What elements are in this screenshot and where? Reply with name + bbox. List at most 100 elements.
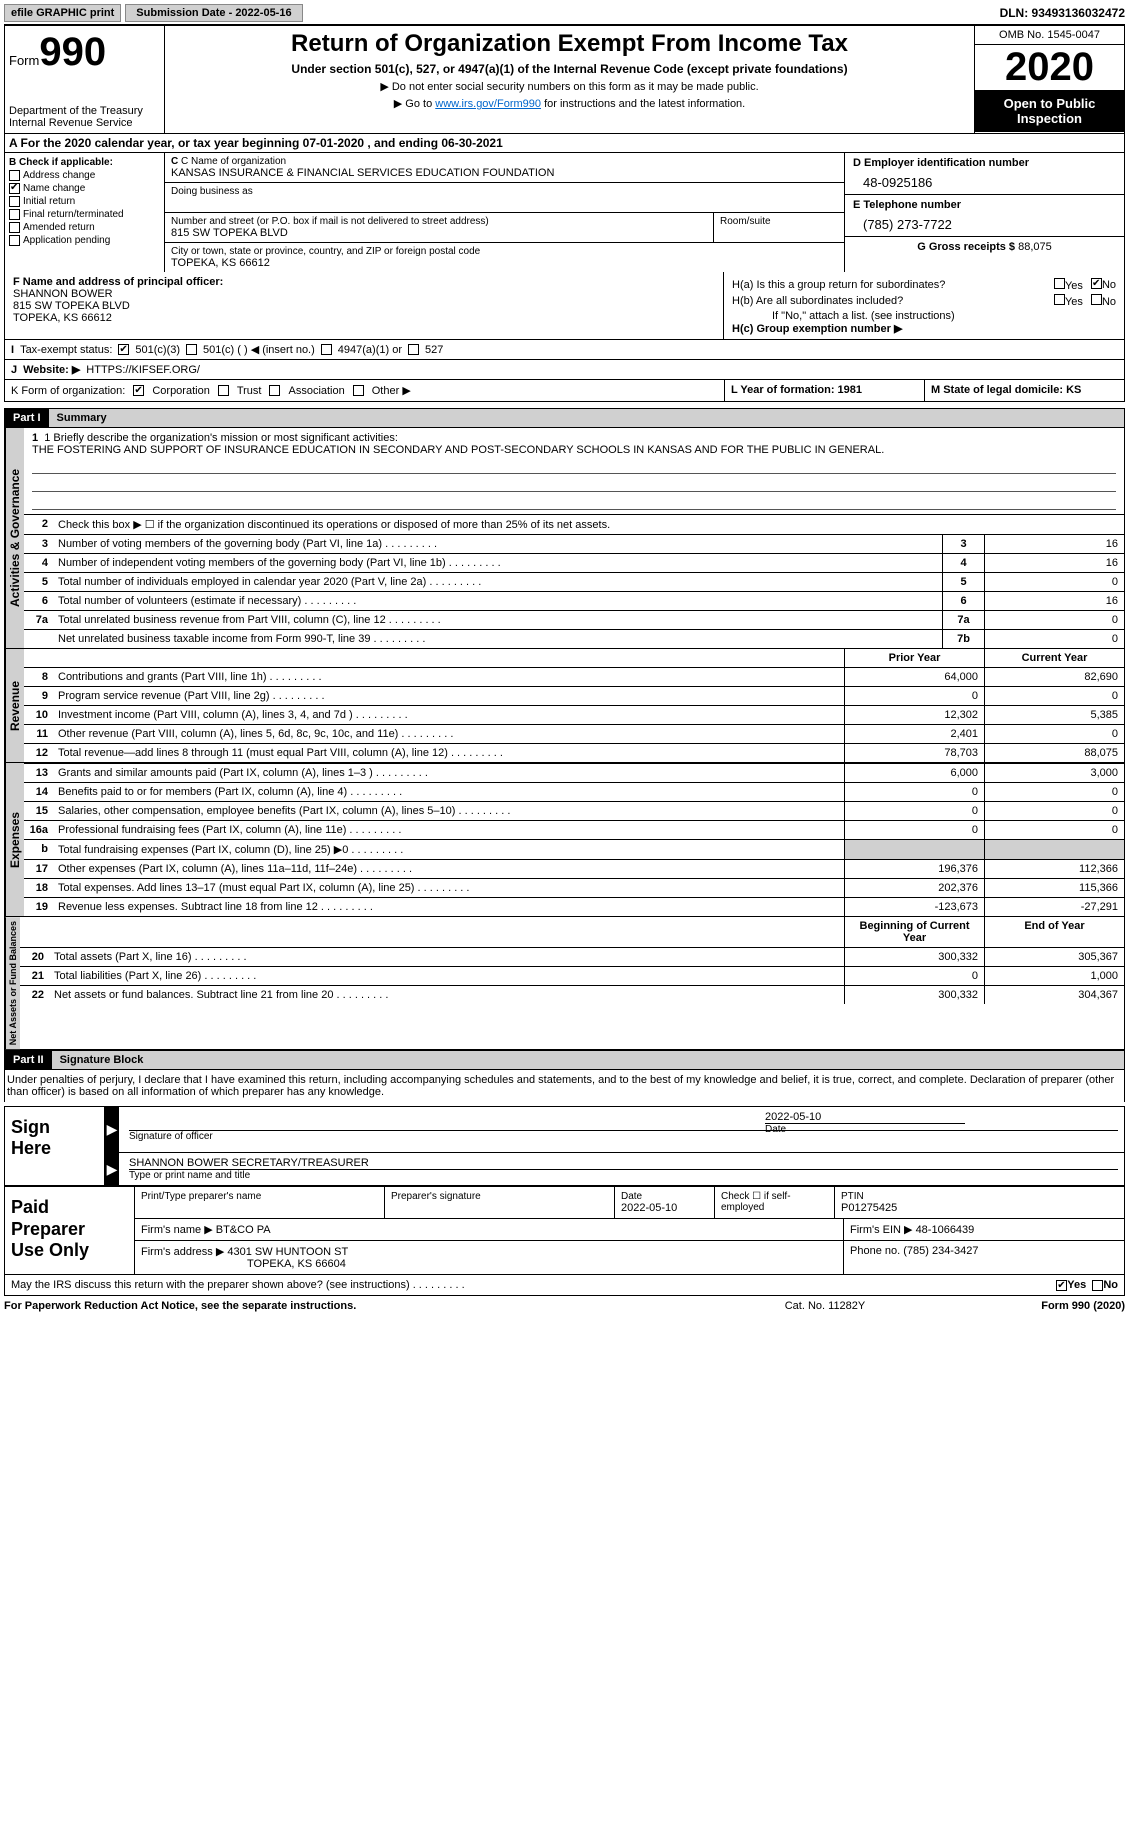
checkbox-initial-return[interactable] — [9, 196, 20, 207]
hb-yes-checkbox[interactable] — [1054, 294, 1065, 305]
form-note-1: ▶ Do not enter social security numbers o… — [169, 80, 970, 93]
preparer-date-value: 2022-05-10 — [621, 1202, 708, 1214]
form-note-2: ▶ Go to www.irs.gov/Form990 for instruct… — [169, 97, 970, 110]
line-text: Investment income (Part VIII, column (A)… — [54, 706, 844, 724]
arrow-icon: ▶ — [105, 1107, 119, 1152]
dba-label: Doing business as — [171, 186, 838, 197]
line-value: 16 — [984, 592, 1124, 610]
line-value: 0 — [984, 611, 1124, 629]
tab-expenses: Expenses — [5, 763, 24, 916]
checkbox-other[interactable] — [353, 385, 364, 396]
line-text: Number of independent voting members of … — [54, 554, 942, 572]
part2-title: Signature Block — [52, 1051, 1124, 1069]
current-value: -27,291 — [984, 898, 1124, 916]
current-year-header: Current Year — [984, 649, 1124, 667]
line-text: Salaries, other compensation, employee b… — [54, 802, 844, 820]
org-name: KANSAS INSURANCE & FINANCIAL SERVICES ED… — [171, 167, 838, 179]
form-label: Form — [9, 53, 39, 68]
addr-label: Number and street (or P.O. box if mail i… — [171, 216, 707, 227]
checkbox-amended-return[interactable] — [9, 222, 20, 233]
checkbox-501c3[interactable] — [118, 344, 129, 355]
checkbox-corporation[interactable] — [133, 385, 144, 396]
efile-print-button[interactable]: efile GRAPHIC print — [4, 4, 121, 22]
line-text: Total liabilities (Part X, line 26) — [50, 967, 844, 985]
line-text: Professional fundraising fees (Part IX, … — [54, 821, 844, 839]
website-value: HTTPS://KIFSEF.ORG/ — [86, 364, 200, 376]
sig-name-value: SHANNON BOWER SECRETARY/TREASURER — [129, 1157, 1118, 1170]
gross-receipts-value: 88,075 — [1018, 241, 1052, 253]
prior-value: 78,703 — [844, 744, 984, 762]
prior-value: 0 — [844, 802, 984, 820]
city-label: City or town, state or province, country… — [171, 246, 838, 257]
current-value: 0 — [984, 783, 1124, 801]
ptin-value: P01275425 — [841, 1202, 1118, 1214]
footer-form: Form 990 (2020) — [925, 1300, 1125, 1312]
firm-addr-label: Firm's address ▶ — [141, 1246, 224, 1258]
form-title: Return of Organization Exempt From Incom… — [169, 30, 970, 58]
tax-exempt-label: Tax-exempt status: — [20, 344, 112, 356]
tax-period: A For the 2020 calendar year, or tax yea… — [4, 134, 1125, 153]
end-year-header: End of Year — [984, 917, 1124, 947]
current-value: 305,367 — [984, 948, 1124, 966]
tab-governance: Activities & Governance — [5, 428, 24, 648]
checkbox-501c[interactable] — [186, 344, 197, 355]
firm-phone-value: (785) 234-3427 — [903, 1245, 978, 1257]
line-text: Grants and similar amounts paid (Part IX… — [54, 764, 844, 782]
checkbox-association[interactable] — [269, 385, 280, 396]
preparer-name-label: Print/Type preparer's name — [141, 1191, 378, 1202]
website-label: Website: ▶ — [23, 363, 80, 376]
prior-value: -123,673 — [844, 898, 984, 916]
b-label: B Check if applicable: — [9, 157, 160, 168]
begin-year-header: Beginning of Current Year — [844, 917, 984, 947]
sig-name-label: Type or print name and title — [129, 1170, 1118, 1181]
current-value: 304,367 — [984, 986, 1124, 1004]
self-employed-label: Check ☐ if self-employed — [721, 1191, 828, 1213]
current-value: 112,366 — [984, 860, 1124, 878]
checkbox-name-change[interactable] — [9, 183, 20, 194]
f-label: F Name and address of principal officer: — [13, 276, 715, 288]
checkbox-527[interactable] — [408, 344, 419, 355]
current-value: 1,000 — [984, 967, 1124, 985]
line-text: Total expenses. Add lines 13–17 (must eq… — [54, 879, 844, 897]
prior-value: 2,401 — [844, 725, 984, 743]
year-block: OMB No. 1545-0047 2020 Open to PublicIns… — [974, 26, 1124, 133]
irs-link[interactable]: www.irs.gov/Form990 — [435, 98, 541, 110]
prior-value: 0 — [844, 783, 984, 801]
arrow-icon: ▶ — [105, 1153, 119, 1185]
current-value — [984, 840, 1124, 859]
line-value: 0 — [984, 630, 1124, 648]
checkbox-trust[interactable] — [218, 385, 229, 396]
current-value: 88,075 — [984, 744, 1124, 762]
hb-no-checkbox[interactable] — [1091, 294, 1102, 305]
current-value: 115,366 — [984, 879, 1124, 897]
current-value: 5,385 — [984, 706, 1124, 724]
department-label: Department of the TreasuryInternal Reven… — [9, 105, 156, 129]
officer-name: SHANNON BOWER — [13, 288, 715, 300]
prior-value: 202,376 — [844, 879, 984, 897]
current-value: 0 — [984, 725, 1124, 743]
line-text: Total number of volunteers (estimate if … — [54, 592, 942, 610]
ha-no-checkbox[interactable] — [1091, 278, 1102, 289]
firm-addr1-value: 4301 SW HUNTOON ST — [227, 1246, 348, 1258]
checkbox-final-return[interactable] — [9, 209, 20, 220]
checkbox-application-pending[interactable] — [9, 235, 20, 246]
k-label: K Form of organization: — [11, 385, 125, 397]
discuss-yes-checkbox[interactable] — [1056, 1280, 1067, 1291]
part1-title: Summary — [49, 409, 1124, 427]
current-value: 0 — [984, 802, 1124, 820]
ptin-label: PTIN — [841, 1191, 1118, 1202]
discuss-no-checkbox[interactable] — [1092, 1280, 1103, 1291]
firm-phone-label: Phone no. — [850, 1245, 900, 1257]
phone-value: (785) 273-7722 — [863, 217, 1116, 232]
prior-value: 12,302 — [844, 706, 984, 724]
line-box: 5 — [942, 573, 984, 591]
state-domicile: M State of legal domicile: KS — [924, 380, 1124, 401]
prior-value — [844, 840, 984, 859]
checkbox-4947a1[interactable] — [321, 344, 332, 355]
dln-number: DLN: 93493136032472 — [1000, 6, 1125, 20]
ha-yes-checkbox[interactable] — [1054, 278, 1065, 289]
officer-addr1: 815 SW TOPEKA BLVD — [13, 300, 715, 312]
tab-net-assets: Net Assets or Fund Balances — [5, 917, 20, 1049]
footer-notice: For Paperwork Reduction Act Notice, see … — [4, 1300, 725, 1312]
checkbox-address-change[interactable] — [9, 170, 20, 181]
